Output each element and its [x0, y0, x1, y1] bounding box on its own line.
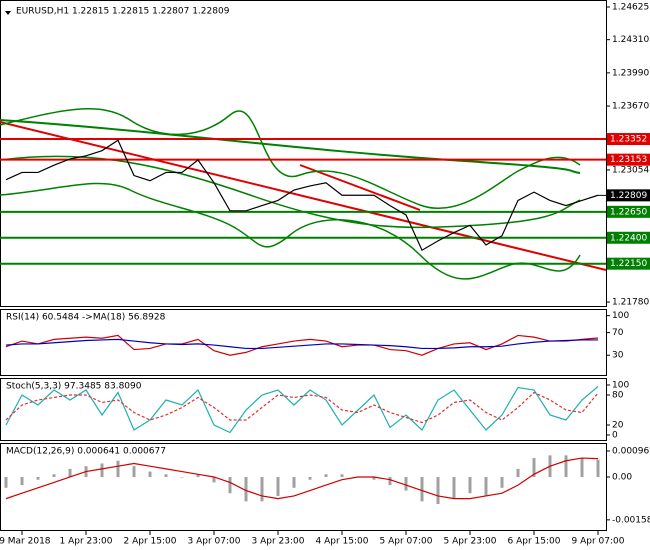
bollinger-upper [0, 108, 581, 210]
y-tick-label: 0.00 [612, 472, 632, 482]
histogram-bar [244, 476, 248, 502]
level-label-box [607, 153, 650, 166]
level-label: 1.22650 [610, 207, 647, 217]
y-tick-label: 1.23054 [612, 165, 649, 175]
y-tick-label: 1.24310 [612, 35, 649, 45]
histogram-bar [164, 474, 168, 477]
last-price-box [607, 189, 650, 202]
y-tick-label: 1.23990 [612, 68, 649, 78]
series-line [5, 338, 598, 350]
histogram-bar [308, 476, 312, 480]
x-tick-label: 5 Apr 07:00 [380, 537, 433, 547]
histogram-bar [68, 468, 72, 477]
x-tick-label: 3 Apr 23:00 [252, 537, 305, 547]
y-tick-label: 1.23670 [612, 102, 649, 112]
series-line [5, 139, 599, 252]
price-panel [0, 0, 607, 307]
x-tick-label: 5 Apr 23:00 [444, 537, 497, 547]
trend-line [299, 164, 421, 211]
level-label: 1.23153 [610, 155, 647, 165]
histogram-bar [324, 474, 328, 477]
histogram-bar [228, 476, 232, 494]
series-line [5, 391, 599, 424]
y-tick-label: 100 [612, 311, 629, 321]
y-tick-label: 0 [612, 431, 618, 441]
histogram-bar [596, 459, 600, 477]
x-tick-label: 2 Apr 15:00 [124, 537, 177, 547]
y-tick-label: 1.24625 [612, 3, 649, 13]
histogram-bar [340, 474, 344, 477]
histogram-bar [388, 476, 392, 486]
y-tick-label: 70 [612, 328, 624, 338]
x-tick-label: 3 Apr 07:00 [188, 537, 241, 547]
stoch-panel [0, 378, 607, 441]
stoch-title: Stoch(5,3,3) 97.3485 83.8090 [6, 382, 142, 392]
macd-title: MACD(12,26,9) 0.000641 0.000677 [6, 447, 166, 457]
level-label: 1.22150 [610, 259, 647, 269]
histogram-bar [276, 476, 280, 496]
histogram-bar [532, 458, 536, 477]
level-label: 1.23352 [610, 135, 647, 145]
histogram-bar [36, 476, 40, 480]
last-price-label: 1.22809 [610, 191, 647, 201]
histogram-bar [148, 471, 152, 477]
rsi-panel [0, 309, 607, 376]
trend-line [0, 121, 607, 271]
histogram-bar [180, 476, 184, 478]
macd-panel [0, 443, 607, 531]
x-tick-label: 4 Apr 15:00 [316, 537, 369, 547]
histogram-bar [292, 476, 296, 488]
series-line [5, 457, 599, 500]
histogram-bar [468, 476, 472, 494]
x-tick-label: 6 Apr 15:00 [508, 537, 561, 547]
histogram-bar [100, 463, 104, 477]
menu-arrow [5, 11, 11, 15]
y-tick-label: 0.000961 [612, 447, 650, 457]
histogram-bar [260, 476, 264, 502]
x-tick-label: 9 Apr 07:00 [572, 537, 625, 547]
x-tick-label: 1 Apr 23:00 [60, 537, 113, 547]
histogram-bar [404, 476, 408, 491]
y-tick-label: -0.001585 [612, 515, 650, 525]
histogram-bar [20, 476, 24, 486]
moving-average [0, 119, 581, 174]
series-line [5, 334, 599, 356]
histogram-bar [564, 455, 568, 477]
y-tick-label: 30 [612, 351, 624, 361]
chart-title: EURUSD,H1 1.22815 1.22815 1.22807 1.2280… [16, 7, 230, 17]
histogram-bar [516, 468, 520, 477]
histogram-bar [580, 458, 584, 477]
y-tick-label: 20 [612, 421, 624, 431]
histogram-bar [500, 476, 504, 488]
level-label-box [607, 231, 650, 244]
histogram-bar [116, 460, 120, 477]
histogram-bar [436, 476, 440, 505]
histogram-bar [372, 476, 376, 480]
level-label-box [607, 133, 650, 146]
level-label: 1.22400 [610, 233, 647, 243]
bollinger-lower [0, 182, 581, 280]
x-tick-label: 29 Mar 2018 [0, 537, 51, 547]
y-tick-label: 80 [612, 391, 624, 401]
level-label-box [607, 205, 650, 218]
histogram-bar [132, 466, 136, 477]
histogram-bar [452, 476, 456, 499]
level-label-box [607, 257, 650, 270]
histogram-bar [212, 476, 216, 483]
histogram-bar [420, 476, 424, 502]
histogram-bar [4, 476, 8, 488]
histogram-bar [52, 474, 56, 477]
y-tick-label: 100 [612, 381, 629, 391]
series-line [5, 386, 599, 434]
histogram-bar [196, 474, 200, 477]
histogram-bar [484, 476, 488, 496]
rsi-title: RSI(14) 60.5484 ->MA(18) 56.8928 [6, 313, 166, 323]
y-tick-label: 1.21780 [612, 298, 649, 308]
